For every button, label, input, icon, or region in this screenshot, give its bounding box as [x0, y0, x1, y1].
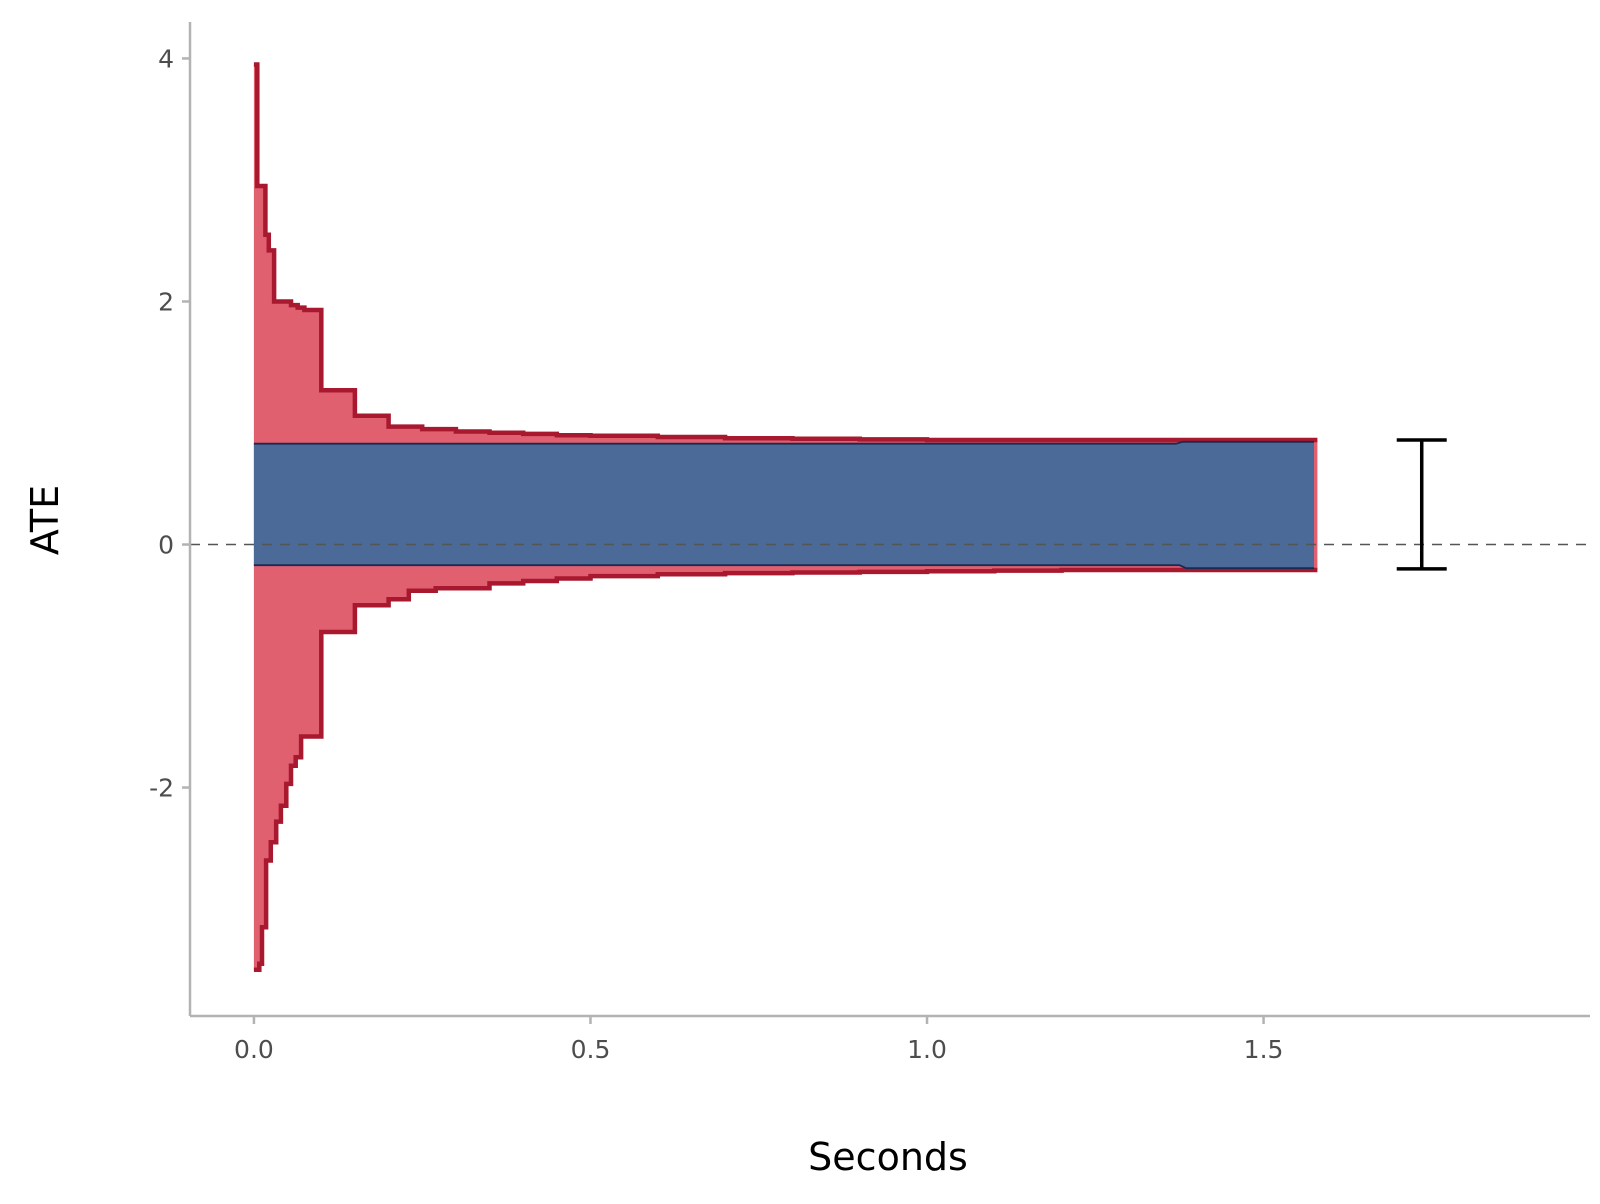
band-fill-1	[253, 441, 1314, 569]
bands-layer	[253, 62, 1318, 973]
band-lower-line-0	[253, 567, 1318, 973]
axes-layer	[188, 22, 1590, 1018]
y-tick-label: 2	[158, 287, 174, 316]
band-upper-line-1	[253, 440, 1314, 445]
y-tick-label: 4	[158, 44, 174, 73]
x-tick-label: 0.0	[234, 1035, 274, 1064]
y-ticks-layer: -2 0 2 4	[149, 44, 190, 803]
x-ticks-layer: 0.0 0.5 1.0 1.5	[234, 1016, 1283, 1064]
y-axis-title: ATE	[23, 485, 67, 555]
x-tick-label: 0.5	[571, 1035, 611, 1064]
y-tick-label: 0	[158, 531, 174, 560]
x-tick-label: 1.5	[1244, 1035, 1284, 1064]
band-upper-line-0	[253, 62, 1318, 443]
error-bar-layer	[1396, 438, 1447, 571]
x-axis-title: Seconds	[808, 1135, 968, 1179]
band-lower-line-1	[253, 564, 1314, 570]
y-tick-label: -2	[149, 774, 174, 803]
x-tick-label: 1.0	[907, 1035, 947, 1064]
